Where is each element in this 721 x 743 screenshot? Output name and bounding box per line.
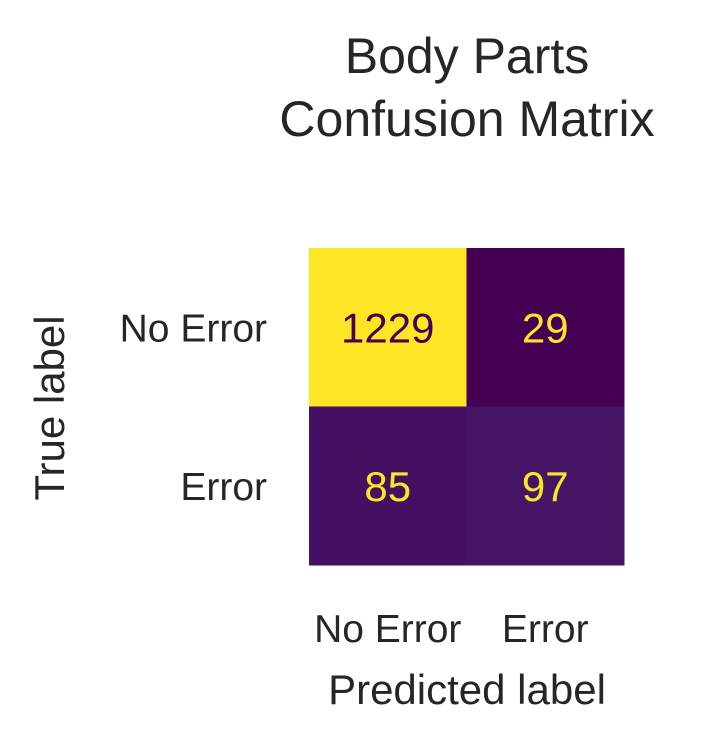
- chart-title-line-2: Confusion Matrix: [279, 91, 654, 147]
- cell-value-label: 97: [522, 463, 569, 510]
- x-tick-labels: No Error Error: [314, 608, 589, 651]
- cell-value-label: 1229: [341, 304, 434, 351]
- heatmap-cell: [466, 248, 625, 407]
- cell-value-label: 29: [522, 304, 569, 351]
- heatmap-cell: [466, 406, 625, 566]
- x-tick-label: Error: [502, 608, 589, 651]
- x-axis-label: Predicted label: [328, 666, 606, 713]
- y-axis-label: True label: [26, 315, 73, 500]
- heatmap-cells: [309, 248, 625, 566]
- x-tick-label: No Error: [314, 608, 461, 651]
- heatmap-cell-labels: 1229 29 85 97: [341, 304, 569, 510]
- cell-value-label: 85: [364, 463, 411, 510]
- chart-title-line-1: Body Parts: [345, 28, 590, 84]
- y-tick-labels: No Error Error: [120, 307, 267, 509]
- heatmap-cell: [309, 248, 467, 407]
- heatmap-cell: [309, 406, 467, 566]
- y-tick-label: Error: [180, 466, 267, 509]
- y-tick-label: No Error: [120, 307, 267, 350]
